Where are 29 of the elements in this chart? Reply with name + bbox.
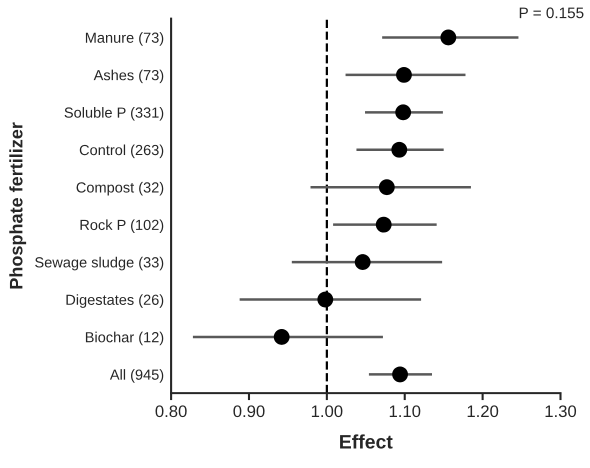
- y-tick-label: Manure (73): [86, 32, 164, 46]
- y-tick-label: Soluble P (331): [64, 107, 164, 121]
- y-tick-label: Ashes (73): [94, 70, 164, 84]
- y-tick-label: Sewage sludge (33): [35, 256, 164, 270]
- x-tick-label: 0.90: [233, 405, 265, 418]
- y-tick-label: Biochar (12): [86, 332, 164, 346]
- point: [376, 216, 392, 233]
- x-tick-label: 1.10: [390, 405, 420, 418]
- x-tick-label: 1.00: [312, 405, 342, 418]
- x-axis-title: Effect: [340, 434, 393, 449]
- y-tick-label: Compost (32): [76, 182, 164, 196]
- point: [354, 254, 371, 270]
- text: P = 0.155: [520, 7, 584, 18]
- y-tick-label: Rock P (102): [80, 219, 164, 233]
- y-tick-label: Digestates (26): [66, 294, 164, 308]
- point: [274, 329, 290, 345]
- y-tick-label: All (945): [110, 369, 164, 383]
- x-tick-label: 1.20: [468, 405, 498, 418]
- point: [395, 104, 412, 120]
- point: [396, 66, 412, 83]
- point: [317, 292, 334, 308]
- y-axis-title: Phosphate fertilizer: [9, 122, 26, 288]
- point: [391, 142, 408, 158]
- x-tick-label: 0.80: [156, 405, 187, 418]
- point: [392, 366, 408, 382]
- point: [378, 179, 395, 196]
- x-tick-label: 1.30: [546, 405, 576, 418]
- point: [440, 30, 456, 46]
- y-tick-label: Control (263): [80, 144, 164, 158]
